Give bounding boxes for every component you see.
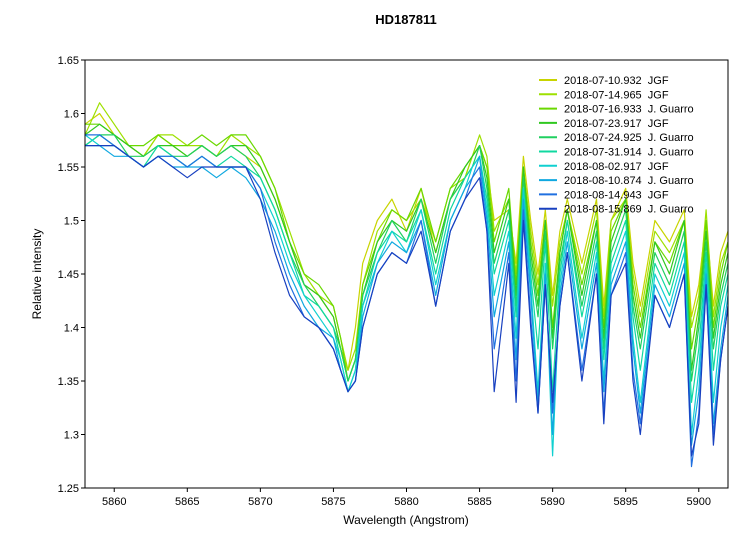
x-tick-label: 5865 — [175, 496, 199, 508]
legend-label: 2018-08-14.943 JGF — [564, 189, 669, 201]
series-line-2 — [85, 102, 728, 371]
x-tick-label: 5880 — [394, 496, 418, 508]
legend-label: 2018-07-24.925 J. Guarro — [564, 132, 694, 144]
legend-label: 2018-07-14.965 JGF — [564, 89, 669, 101]
x-tick-label: 5890 — [540, 496, 564, 508]
y-tick-label: 1.25 — [58, 483, 79, 495]
x-tick-label: 5900 — [687, 496, 711, 508]
y-tick-label: 1.45 — [58, 269, 79, 281]
x-tick-label: 5860 — [102, 496, 126, 508]
x-axis-label: Wavelength (Angstrom) — [343, 513, 469, 527]
y-tick-label: 1.3 — [64, 430, 79, 442]
series-line-10 — [85, 145, 728, 457]
y-tick-label: 1.6 — [64, 109, 79, 121]
x-tick-label: 5895 — [613, 496, 637, 508]
series-line-8 — [85, 145, 728, 446]
legend: 2018-07-10.932 JGF 2018-07-14.965 JGF 2018… — [539, 75, 694, 216]
legend-label: 2018-08-15.869 J. Guarro — [564, 204, 694, 216]
y-tick-label: 1.65 — [58, 55, 79, 67]
legend-label: 2018-07-10.932 JGF — [564, 75, 669, 87]
legend-label: 2018-07-16.933 J. Guarro — [564, 104, 694, 116]
y-axis-label: Relative intensity — [30, 229, 44, 320]
series-line-6 — [85, 134, 728, 403]
legend-label: 2018-08-10.874 J. Guarro — [564, 175, 694, 187]
x-tick-label: 5885 — [467, 496, 491, 508]
x-tick-label: 5870 — [248, 496, 272, 508]
y-axis-ticks: 1.25 1.3 1.35 1.4 1.45 1.5 1.55 1.6 1.65 — [58, 55, 85, 495]
y-tick-label: 1.55 — [58, 162, 79, 174]
series-group — [85, 102, 728, 468]
legend-label: 2018-08-02.917 JGF — [564, 161, 669, 173]
legend-label: 2018-07-23.917 JGF — [564, 118, 669, 130]
y-tick-label: 1.35 — [58, 376, 79, 388]
y-tick-label: 1.5 — [64, 216, 79, 228]
x-axis-ticks: 5860 5865 5870 5875 5880 5885 5890 5895 5900 — [102, 488, 711, 508]
x-tick-label: 5875 — [321, 496, 345, 508]
chart-title: HD187811 — [375, 12, 436, 27]
y-tick-label: 1.4 — [64, 323, 79, 335]
legend-label: 2018-07-31.914 J. Guarro — [564, 147, 694, 159]
